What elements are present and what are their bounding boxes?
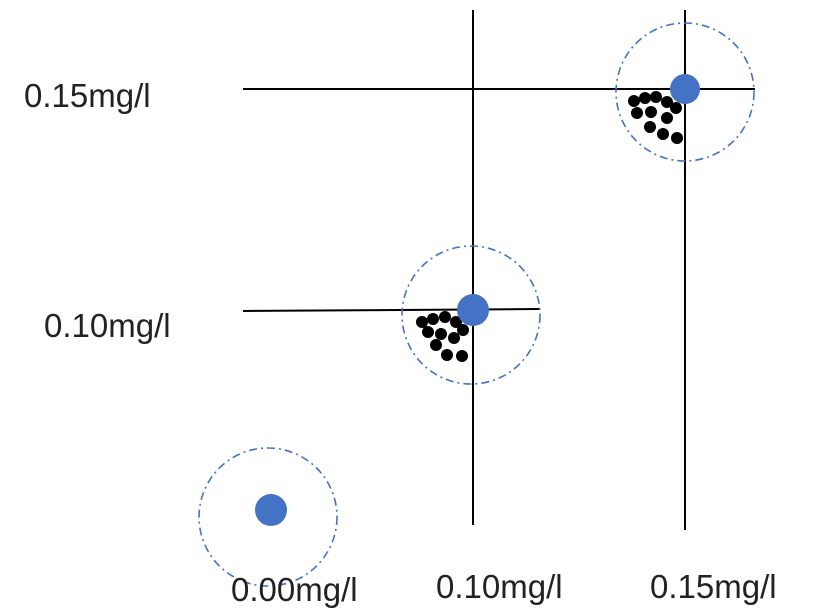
cluster-dot — [628, 95, 640, 107]
dashed-circle-0-00 — [198, 447, 338, 587]
cluster-dot — [416, 316, 428, 328]
dashed-circle-0-15 — [615, 22, 755, 162]
cluster-0-15 — [628, 91, 683, 144]
horizontal-line-0-10 — [242, 308, 541, 312]
cluster-dot — [422, 326, 434, 338]
cluster-dot — [631, 107, 643, 119]
cluster-dot — [657, 128, 669, 140]
x-label-0-10: 0.10mg/l — [436, 568, 563, 605]
cluster-dot — [427, 313, 439, 325]
cluster-dot — [448, 332, 460, 344]
dashed-circle-0-10 — [401, 245, 541, 385]
y-label-0-15: 0.15mg/l — [24, 77, 151, 114]
cluster-dot — [645, 106, 657, 118]
cluster-dot — [439, 311, 451, 323]
cluster-dot — [644, 121, 656, 133]
x-label-0-15: 0.15mg/l — [650, 568, 777, 605]
cluster-dot — [671, 132, 683, 144]
cluster-dot — [661, 112, 673, 124]
cluster-dot — [650, 91, 662, 103]
blue-dot-0-00 — [255, 494, 287, 526]
cluster-dot — [661, 96, 673, 108]
cluster-dot — [457, 324, 469, 336]
cluster-dot — [639, 92, 651, 104]
x-label-0-00: 0.00mg/l — [231, 571, 358, 608]
cluster-dot — [670, 102, 682, 114]
blue-dot-0-10 — [457, 294, 489, 326]
cluster-dot — [441, 349, 453, 361]
cluster-dot — [450, 316, 462, 328]
cluster-dot — [430, 339, 442, 351]
cluster-dot — [456, 350, 468, 362]
blue-dot-0-15 — [670, 74, 700, 104]
cluster-dot — [435, 328, 447, 340]
y-label-0-10: 0.10mg/l — [44, 307, 171, 344]
cluster-0-10 — [416, 311, 469, 362]
